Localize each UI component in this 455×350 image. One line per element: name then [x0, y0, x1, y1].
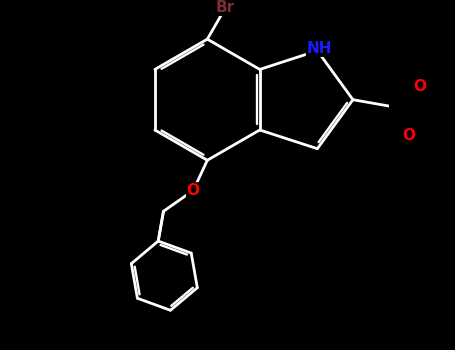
Text: O: O: [413, 79, 426, 94]
Text: O: O: [402, 128, 415, 143]
Text: O: O: [187, 183, 200, 198]
Text: NH: NH: [307, 41, 332, 56]
Text: Br: Br: [216, 0, 235, 15]
